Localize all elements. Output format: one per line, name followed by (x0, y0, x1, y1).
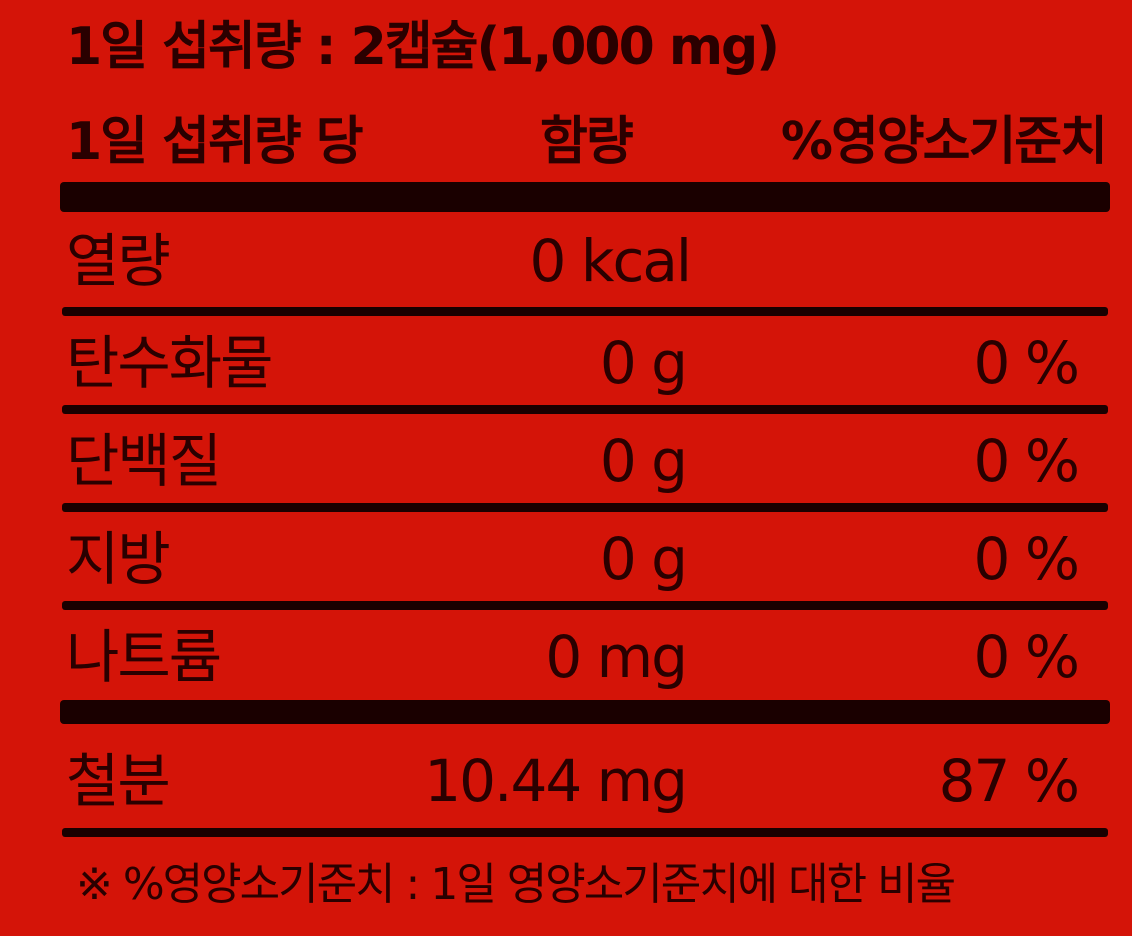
nutrient-row-sodium: 나트륨 0 mg 0 % (66, 612, 1086, 702)
nutrient-amount: 0 g (599, 427, 688, 495)
nutrient-amount: 10.44 mg (424, 747, 688, 815)
nutrient-row-iron: 철분 10.44 mg 87 % (66, 736, 1086, 826)
nutrient-percent: 0 % (973, 623, 1080, 691)
nutrient-row-protein: 단백질 0 g 0 % (66, 416, 1086, 506)
header-amount: 함량 (540, 112, 634, 172)
nutrient-row-carbohydrate: 탄수화물 0 g 0 % (66, 318, 1086, 408)
nutrient-percent: 0 % (973, 525, 1080, 593)
row-divider (62, 405, 1108, 414)
header-divider (60, 182, 1110, 212)
nutrient-name: 나트륨 (66, 623, 222, 691)
nutrient-amount: 0 g (599, 329, 688, 397)
nutrient-row-calories: 열량 0 kcal (66, 216, 1086, 306)
nutrient-percent: 0 % (973, 329, 1080, 397)
nutrient-name: 탄수화물 (66, 329, 273, 397)
table-header: 1일 섭취량 당 함량 %영양소기준치 (66, 104, 1108, 180)
nutrient-percent: 87 % (938, 747, 1080, 815)
nutrient-amount: 0 kcal (529, 227, 692, 295)
header-daily-value: %영양소기준치 (780, 112, 1108, 172)
nutrient-amount: 0 mg (545, 623, 688, 691)
nutrient-amount: 0 g (599, 525, 688, 593)
nutrient-name: 철분 (66, 747, 171, 815)
nutrient-name: 단백질 (66, 427, 222, 495)
nutrient-name: 지방 (66, 525, 171, 593)
row-divider (62, 503, 1108, 512)
header-per-serving: 1일 섭취량 당 (66, 112, 364, 172)
nutrient-percent: 0 % (973, 427, 1080, 495)
nutrient-row-fat: 지방 0 g 0 % (66, 514, 1086, 604)
serving-size: 1일 섭취량 : 2캡슐(1,000 mg) (66, 17, 780, 77)
bottom-divider (62, 828, 1108, 837)
nutrient-name: 열량 (66, 227, 171, 295)
section-divider (60, 700, 1110, 724)
daily-value-footnote: ※ %영양소기준치 : 1일 영양소기준치에 대한 비율 (76, 859, 956, 910)
row-divider (62, 307, 1108, 316)
row-divider (62, 601, 1108, 610)
